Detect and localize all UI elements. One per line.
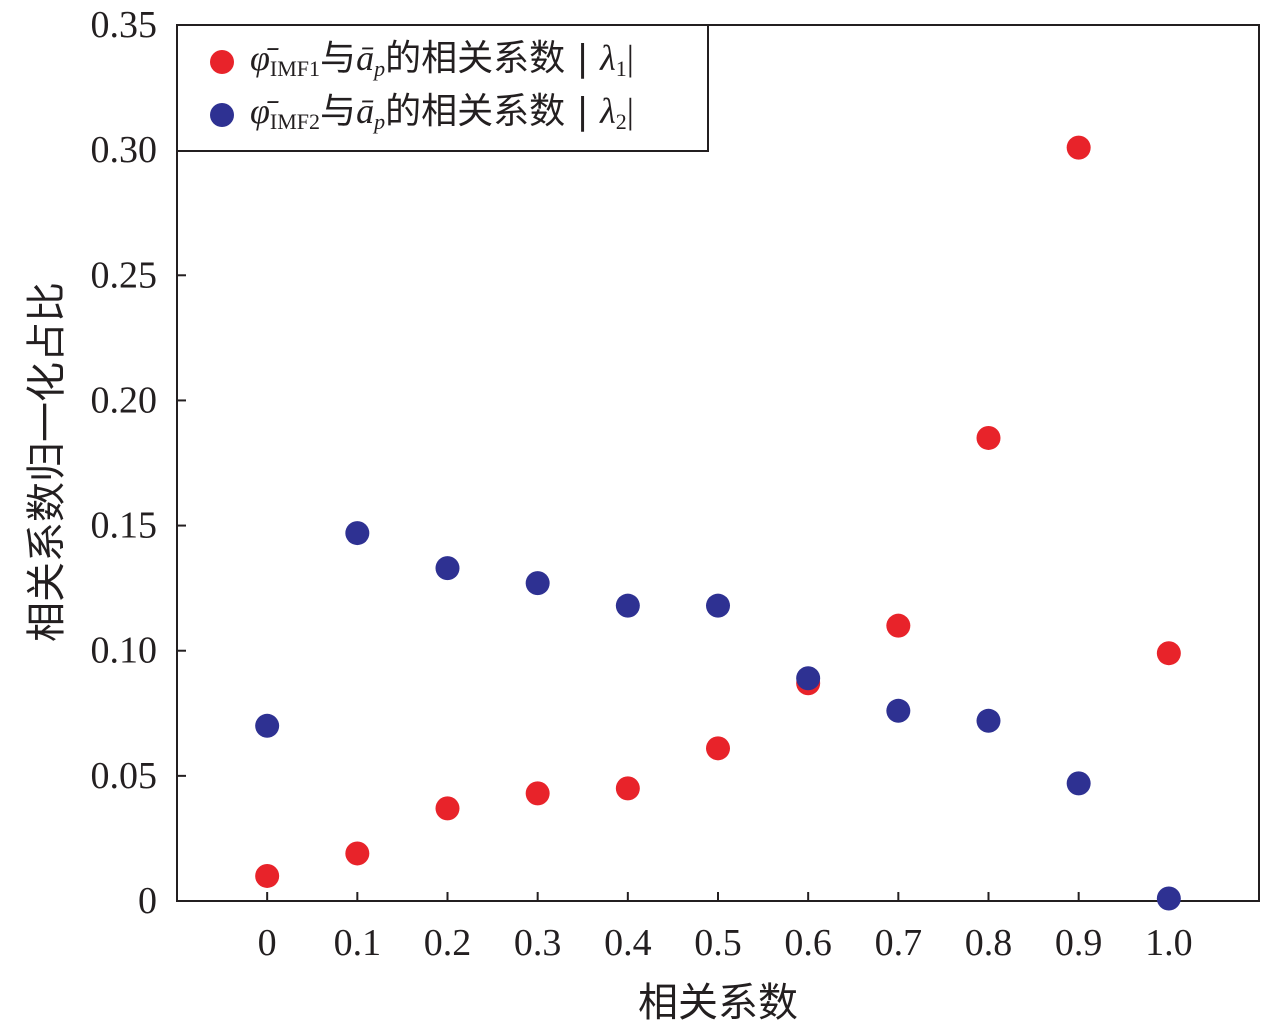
- y-tick-label: 0.05: [91, 755, 158, 797]
- y-tick-label: 0.30: [91, 129, 158, 171]
- legend: φ̄IMF1与āp的相关系数 | λ1| φ̄IMF2与āp的相关系数 | λ2…: [176, 24, 709, 152]
- legend-label-imf1: φ̄IMF1与āp的相关系数 | λ1|: [250, 38, 634, 81]
- x-tick-label: 0.8: [965, 922, 1013, 964]
- data-point-series-2: [706, 593, 730, 618]
- x-tick-label: 1.0: [1145, 922, 1193, 964]
- y-tick-label: 0.10: [91, 630, 158, 672]
- data-points: [255, 135, 1181, 911]
- legend-marker-imf1: [210, 50, 234, 74]
- data-point-series-2: [255, 713, 280, 738]
- x-axis-title: 相关系数: [638, 980, 798, 1025]
- y-tick-label: 0.20: [91, 379, 158, 421]
- data-point-series-2: [345, 521, 370, 546]
- series-1: [255, 135, 1181, 888]
- y-tick-label: 0.15: [91, 505, 158, 547]
- data-point-series-1: [255, 863, 280, 888]
- data-point-series-2: [796, 666, 821, 691]
- x-tick-label: 0.3: [514, 922, 562, 964]
- data-point-series-2: [1156, 886, 1181, 911]
- x-tick-label: 0.9: [1055, 922, 1103, 964]
- data-point-series-1: [886, 613, 911, 638]
- data-point-series-2: [435, 556, 460, 581]
- data-point-series-1: [1066, 135, 1091, 160]
- y-tick-label: 0.35: [91, 4, 158, 46]
- x-tick-label: 0.2: [424, 922, 472, 964]
- data-point-series-1: [976, 425, 1001, 450]
- x-axis: 0 0.1 0.2 0.3 0.4 0.5 0.6 0.7 0.8 0.9 1.0: [258, 892, 1193, 964]
- y-tick-label: 0.25: [91, 254, 158, 296]
- x-tick-label: 0.5: [694, 922, 742, 964]
- legend-marker-imf2: [210, 103, 234, 127]
- x-tick-label: 0.6: [784, 922, 832, 964]
- data-point-series-1: [525, 781, 550, 806]
- data-point-series-2: [525, 571, 550, 596]
- legend-box: [176, 24, 709, 152]
- data-point-series-2: [1066, 771, 1091, 796]
- data-point-series-1: [1156, 641, 1181, 666]
- data-point-series-2: [886, 698, 911, 723]
- y-axis-title: 相关系数归一化占比: [24, 282, 70, 642]
- x-tick-label: 0.4: [604, 922, 652, 964]
- series-2: [255, 521, 1181, 911]
- plot-frame: [176, 24, 1260, 902]
- data-point-series-1: [345, 841, 370, 866]
- data-point-series-1: [706, 736, 730, 761]
- x-tick-label: 0: [258, 922, 277, 964]
- x-tick-label: 0.7: [875, 922, 923, 964]
- data-point-series-2: [615, 593, 640, 618]
- data-point-series-1: [435, 796, 460, 821]
- x-tick-label: 0.1: [334, 922, 382, 964]
- data-point-series-2: [976, 708, 1001, 733]
- y-tick-label: 0: [138, 880, 157, 922]
- data-point-series-1: [615, 776, 640, 801]
- y-axis: 0 0.05 0.10 0.15 0.20 0.25 0.30 0.35: [91, 4, 186, 922]
